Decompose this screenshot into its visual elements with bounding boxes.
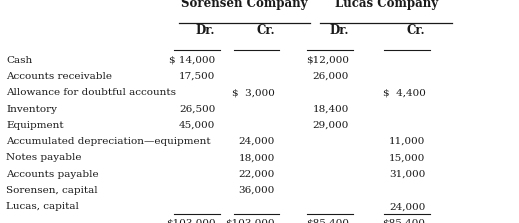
Text: 45,000: 45,000 [179, 121, 215, 130]
Text: Lucas Company: Lucas Company [335, 0, 438, 10]
Text: Accounts receivable: Accounts receivable [6, 72, 112, 81]
Text: $85,400: $85,400 [306, 219, 349, 223]
Text: $12,000: $12,000 [306, 56, 349, 65]
Text: Accounts payable: Accounts payable [6, 170, 99, 179]
Text: Lucas, capital: Lucas, capital [6, 202, 79, 211]
Text: Equipment: Equipment [6, 121, 64, 130]
Text: 24,000: 24,000 [239, 137, 275, 146]
Text: Cash: Cash [6, 56, 33, 65]
Text: Accumulated depreciation—equipment: Accumulated depreciation—equipment [6, 137, 211, 146]
Text: 26,000: 26,000 [312, 72, 349, 81]
Text: 31,000: 31,000 [389, 170, 426, 179]
Text: $  4,400: $ 4,400 [383, 88, 426, 97]
Text: $ 14,000: $ 14,000 [169, 56, 215, 65]
Text: Sorensen Company: Sorensen Company [181, 0, 307, 10]
Text: Dr.: Dr. [196, 24, 215, 37]
Text: $103,000: $103,000 [225, 219, 275, 223]
Text: $103,000: $103,000 [166, 219, 215, 223]
Text: 15,000: 15,000 [389, 153, 426, 162]
Text: 18,400: 18,400 [312, 105, 349, 114]
Text: Allowance for doubtful accounts: Allowance for doubtful accounts [6, 88, 176, 97]
Text: 18,000: 18,000 [239, 153, 275, 162]
Text: Cr.: Cr. [407, 24, 426, 37]
Text: 17,500: 17,500 [179, 72, 215, 81]
Text: 36,000: 36,000 [239, 186, 275, 195]
Text: 29,000: 29,000 [312, 121, 349, 130]
Text: 22,000: 22,000 [239, 170, 275, 179]
Text: Inventory: Inventory [6, 105, 57, 114]
Text: Dr.: Dr. [329, 24, 349, 37]
Text: 11,000: 11,000 [389, 137, 426, 146]
Text: 26,500: 26,500 [179, 105, 215, 114]
Text: 24,000: 24,000 [389, 202, 426, 211]
Text: Cr.: Cr. [256, 24, 275, 37]
Text: $  3,000: $ 3,000 [232, 88, 275, 97]
Text: Sorensen, capital: Sorensen, capital [6, 186, 98, 195]
Text: Notes payable: Notes payable [6, 153, 81, 162]
Text: $85,400: $85,400 [383, 219, 426, 223]
